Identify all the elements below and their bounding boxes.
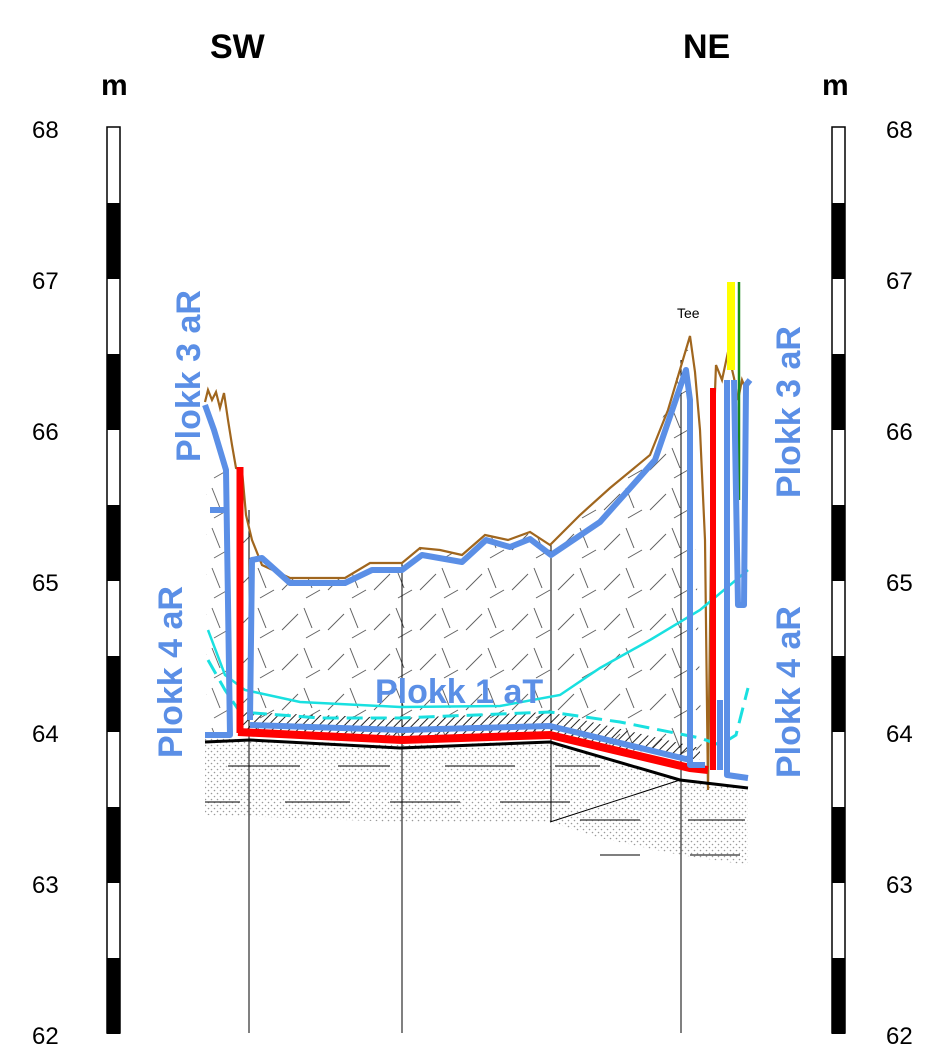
left-unit-label: m bbox=[101, 69, 128, 102]
right-unit-label: m bbox=[822, 69, 849, 102]
left-tick-label: 66 bbox=[32, 419, 59, 446]
sw-direction-label: SW bbox=[210, 28, 266, 66]
right-tick-label: 62 bbox=[886, 1023, 913, 1048]
right-tick-label: 64 bbox=[886, 721, 913, 748]
sand-layer bbox=[205, 738, 748, 865]
right-tick-label: 65 bbox=[886, 570, 913, 597]
left-tick-label: 62 bbox=[32, 1023, 59, 1048]
plokk3-left-label: Plokk 3 aR bbox=[170, 290, 208, 462]
right-tick-label: 67 bbox=[886, 268, 913, 295]
right-tick-label: 66 bbox=[886, 419, 913, 446]
ne-direction-label: NE bbox=[683, 28, 730, 66]
left-tick-label: 67 bbox=[32, 268, 59, 295]
plokk4-left-label: Plokk 4 aR bbox=[152, 586, 190, 758]
plokk1-label: Plokk 1 aT bbox=[375, 673, 543, 711]
left-tick-label: 63 bbox=[32, 872, 59, 899]
plokk-outlines bbox=[202, 367, 753, 781]
plokk4-right-label: Plokk 4 aR bbox=[770, 606, 808, 778]
left-tick-label: 64 bbox=[32, 721, 59, 748]
left-tick-label: 65 bbox=[32, 570, 59, 597]
left-scale-bar bbox=[106, 126, 121, 1034]
left-tick-label: 68 bbox=[32, 117, 59, 144]
right-tick-label: 68 bbox=[886, 117, 913, 144]
plokk3-right-label: Plokk 3 aR bbox=[770, 326, 808, 498]
ground-surface-line bbox=[203, 335, 750, 791]
red-bottom-line bbox=[237, 728, 709, 774]
tee-label: Tee bbox=[677, 305, 700, 321]
right-tick-label: 63 bbox=[886, 872, 913, 899]
right-scale-bar bbox=[831, 126, 846, 1034]
base-line bbox=[204, 738, 749, 790]
layer-boundary bbox=[549, 779, 681, 823]
